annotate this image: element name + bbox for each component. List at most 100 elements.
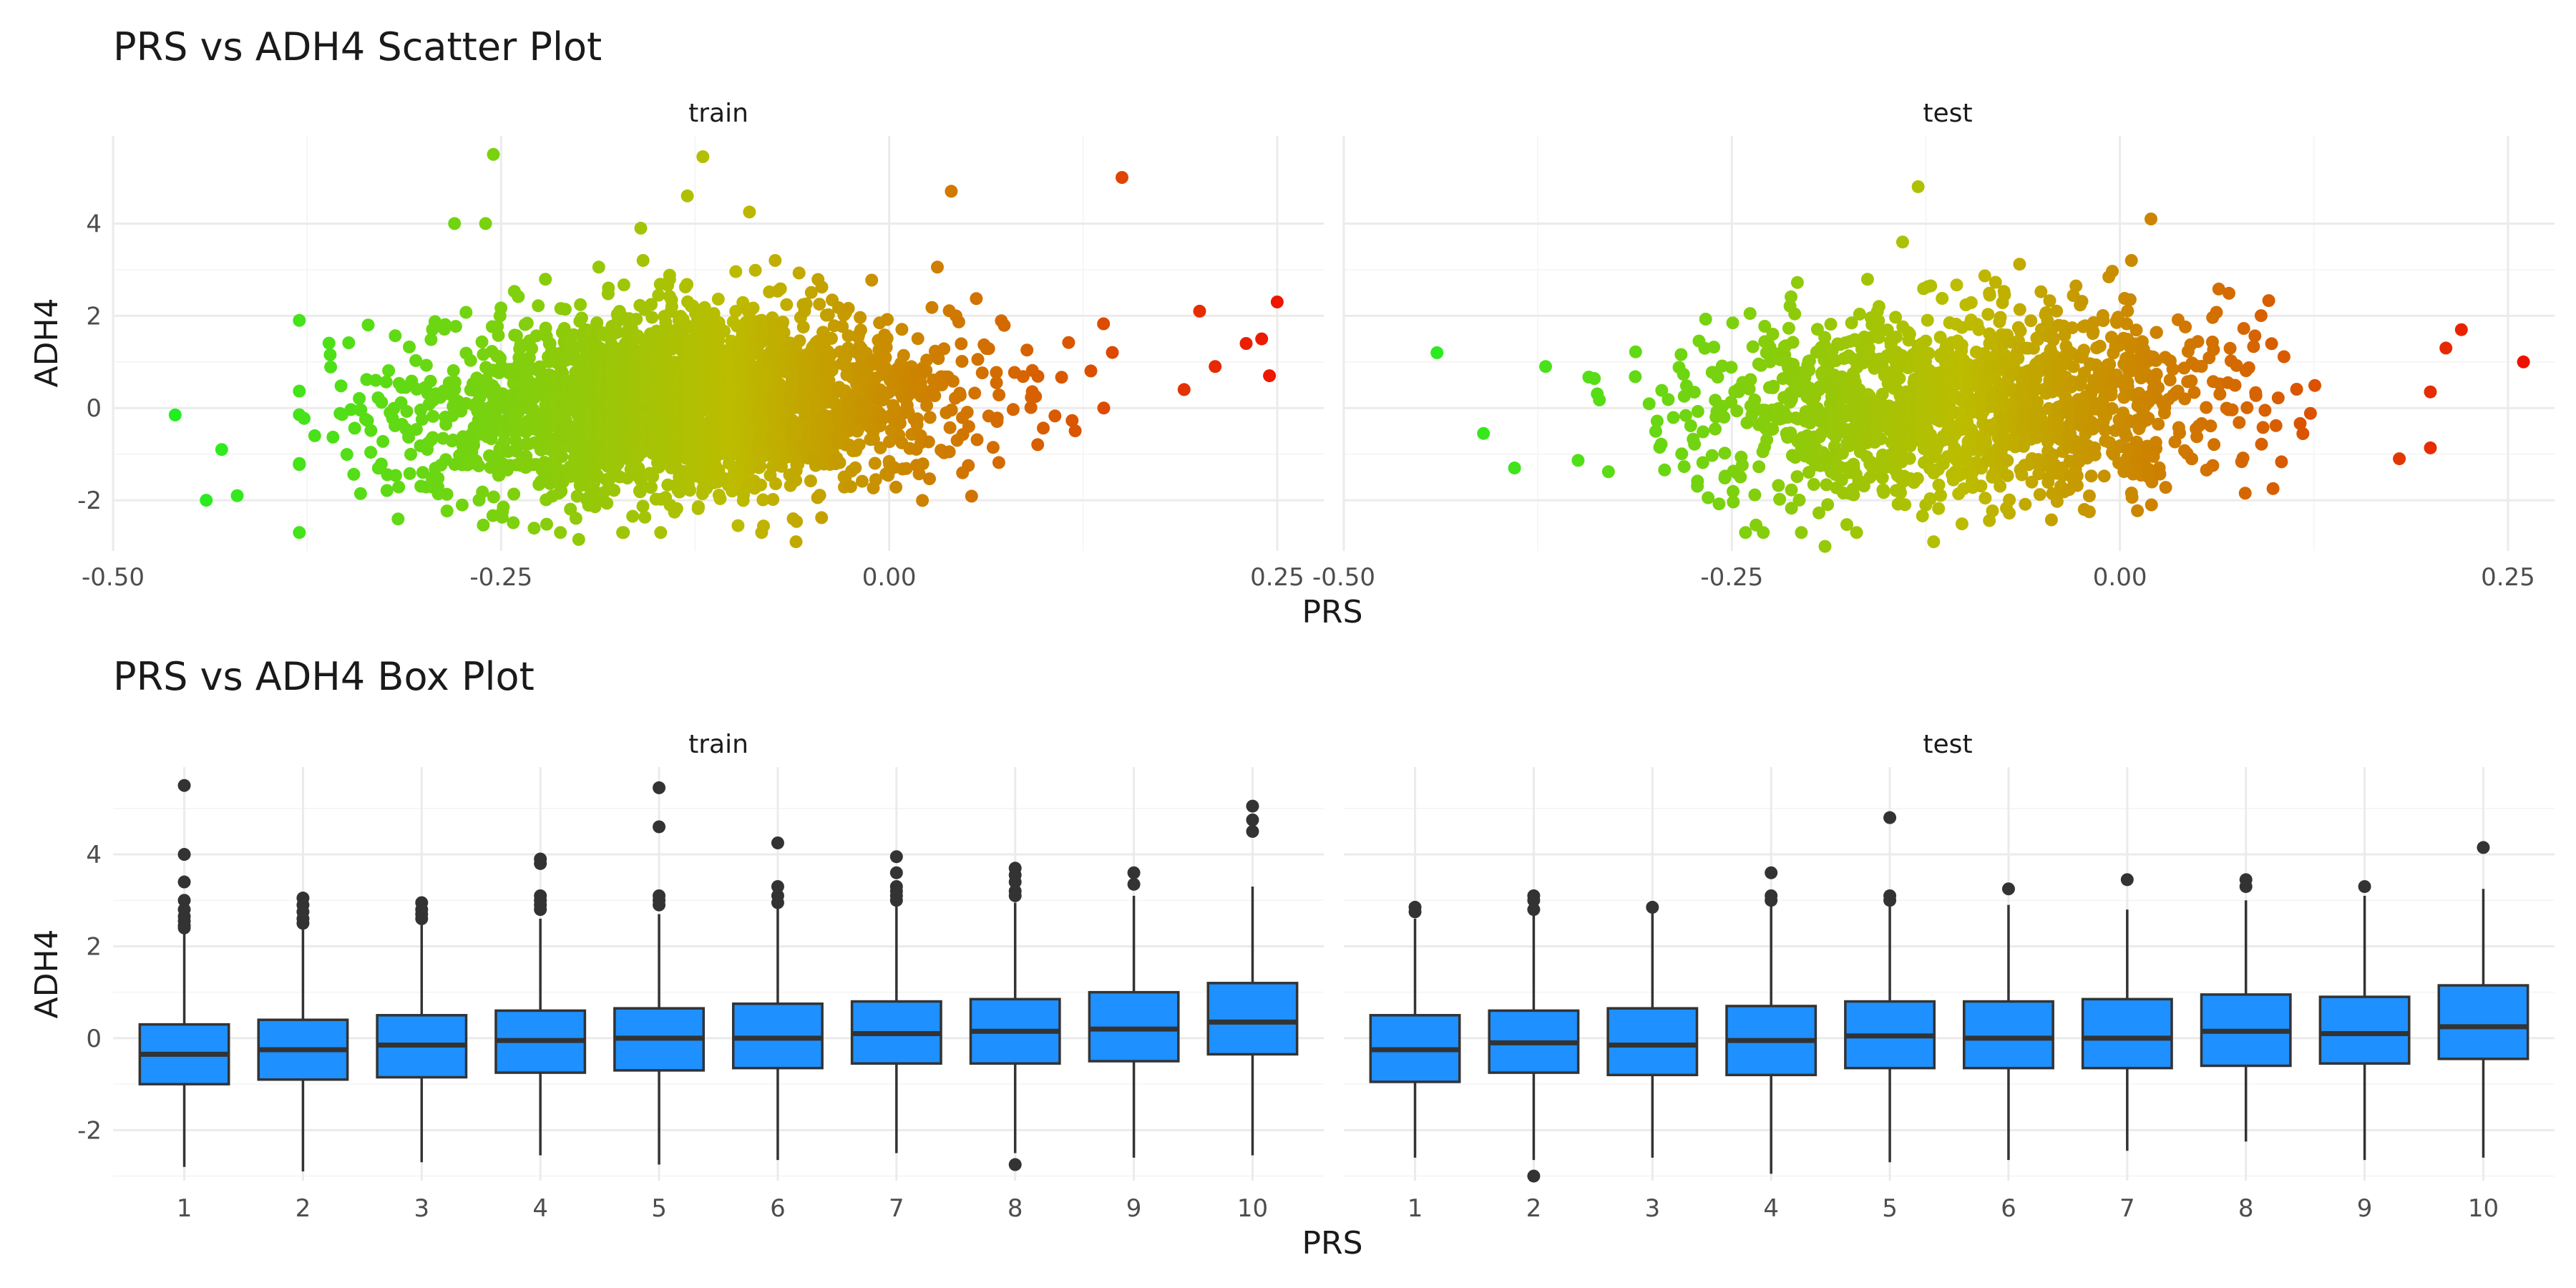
scatter-point — [1735, 459, 1749, 472]
scatter-point — [2256, 421, 2270, 434]
scatter-point — [374, 457, 388, 471]
scatter-point — [844, 480, 857, 494]
scatter-point — [2191, 335, 2205, 348]
box-x-axis-label: PRS — [1302, 1225, 1362, 1262]
scatter-point — [1730, 404, 1744, 418]
box-outlier — [1246, 799, 1259, 813]
scatter-point — [1821, 498, 1835, 512]
scatter-point — [1667, 411, 1680, 424]
scatter-point — [1824, 318, 1838, 331]
scatter-point — [200, 494, 213, 507]
scatter-point — [1629, 370, 1642, 384]
scatter-point — [1785, 483, 1798, 497]
scatter-point — [555, 450, 569, 463]
scatter-point — [815, 280, 829, 294]
scatter-point — [1739, 526, 1752, 540]
scatter-point — [467, 439, 480, 452]
scatter-point — [1687, 386, 1701, 399]
scatter-point — [1662, 393, 1675, 406]
scatter-point — [2269, 419, 2283, 432]
scatter-point — [364, 446, 378, 459]
box-outlier — [415, 912, 429, 925]
scatter-point — [497, 500, 510, 514]
box-outlier — [1646, 900, 1659, 914]
scatter-point — [2075, 295, 2089, 308]
scatter-point — [1894, 486, 1907, 499]
scatter-point — [476, 485, 489, 499]
scatter-point — [2003, 507, 2016, 520]
scatter-point — [1911, 472, 1924, 485]
scatter-y-tick-label: 2 — [86, 302, 102, 331]
scatter-point — [611, 326, 625, 339]
scatter-point — [790, 514, 804, 528]
scatter-point — [293, 458, 306, 472]
scatter-point — [532, 299, 545, 313]
scatter-point — [527, 522, 541, 535]
scatter-point — [793, 334, 806, 348]
scatter-point — [962, 459, 975, 472]
scatter-point — [1903, 452, 1916, 465]
scatter-point — [982, 342, 995, 356]
scatter-point — [646, 469, 660, 483]
scatter-point — [382, 364, 396, 377]
scatter-point — [775, 459, 788, 473]
box-outlier — [177, 875, 191, 889]
scatter-point — [990, 376, 1003, 389]
scatter-point — [652, 288, 665, 302]
scatter-point — [2129, 323, 2143, 337]
scatter-point — [626, 509, 640, 523]
scatter-point — [2121, 304, 2135, 318]
scatter-point — [440, 487, 454, 501]
scatter-point — [1743, 307, 1757, 321]
scatter-point — [776, 316, 790, 329]
scatter-point — [293, 526, 306, 540]
scatter-point — [630, 313, 643, 326]
scatter-point — [2082, 489, 2096, 502]
scatter-point — [1752, 460, 1766, 474]
scatter-point — [2104, 389, 2118, 402]
box-x-tick-label: 7 — [889, 1194, 904, 1223]
scatter-point — [1697, 425, 1709, 439]
scatter-point — [2033, 488, 2046, 502]
scatter-point — [880, 331, 894, 345]
scatter-point — [792, 266, 806, 280]
scatter-point — [1477, 426, 1491, 440]
scatter-point — [1872, 300, 1885, 313]
scatter-point — [1919, 334, 1933, 348]
scatter-point — [696, 150, 710, 163]
box-outlier — [889, 894, 903, 907]
scatter-point — [334, 379, 348, 393]
box-outlier — [1765, 894, 1778, 907]
scatter-point — [353, 391, 366, 405]
box-x-tick-label: 6 — [770, 1194, 786, 1223]
box-x-tick-label: 2 — [296, 1194, 311, 1223]
scatter-point — [729, 265, 743, 278]
scatter-point — [1877, 486, 1890, 499]
scatter-point — [2210, 306, 2223, 319]
scatter-point — [1744, 373, 1757, 386]
scatter-point — [1255, 332, 1269, 346]
scatter-point — [1062, 336, 1075, 349]
scatter-point — [2001, 454, 2014, 467]
scatter-point — [962, 420, 975, 434]
scatter-point — [2105, 401, 2119, 415]
scatter-point — [448, 217, 462, 230]
scatter-point — [897, 348, 910, 362]
scatter-point — [2088, 448, 2102, 462]
scatter-point — [389, 469, 402, 482]
scatter-point — [1978, 269, 1991, 283]
box-outlier — [177, 848, 191, 862]
scatter-point — [324, 360, 338, 374]
scatter-point — [1654, 437, 1668, 451]
scatter-point — [1862, 341, 1875, 355]
scatter-point — [322, 336, 336, 350]
box-x-tick-label: 3 — [414, 1194, 429, 1223]
scatter-point — [841, 329, 855, 343]
scatter-point — [931, 260, 944, 274]
scatter-point — [447, 433, 460, 447]
scatter-point — [757, 519, 770, 533]
box-x-tick-label: 9 — [2357, 1194, 2373, 1223]
scatter-point — [1031, 438, 1045, 452]
box-y-tick-label: 0 — [86, 1025, 102, 1053]
scatter-point — [680, 189, 694, 203]
